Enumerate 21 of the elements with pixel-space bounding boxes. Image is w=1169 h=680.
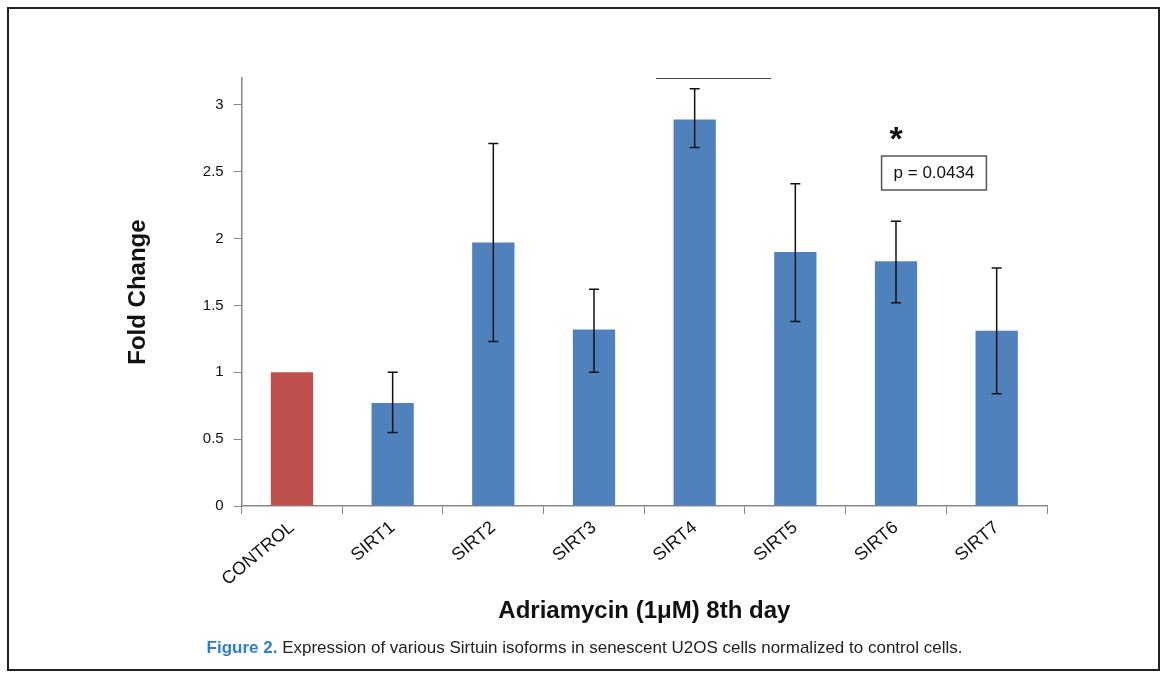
text: Expression of various Sirtuin isoforms in senescent U2OS cells normalized to control cells. [282, 638, 963, 657]
annotation: * [889, 119, 904, 158]
y-tick-label: 2.5 [202, 161, 224, 179]
bar [774, 251, 817, 506]
bar [673, 119, 716, 506]
annotation: p = 0.0434 [893, 162, 975, 182]
bar [874, 261, 918, 506]
caption: Figure 2. [206, 638, 278, 657]
bar [472, 242, 515, 506]
x-axis-title: Adriamycin (1μM) 8th day [498, 596, 792, 624]
bar [572, 329, 616, 506]
y-tick-label: 0.5 [202, 429, 224, 447]
y-tick-label: 2 [215, 228, 224, 246]
bar [270, 372, 314, 506]
y-axis-title: Fold Change [123, 219, 151, 365]
y-tick-label: 3 [215, 94, 224, 112]
y-tick-label: 1 [215, 362, 224, 380]
bar [371, 403, 414, 506]
y-tick-label: 0 [215, 496, 224, 514]
y-tick-label: 1.5 [202, 295, 224, 313]
bar [975, 330, 1018, 506]
